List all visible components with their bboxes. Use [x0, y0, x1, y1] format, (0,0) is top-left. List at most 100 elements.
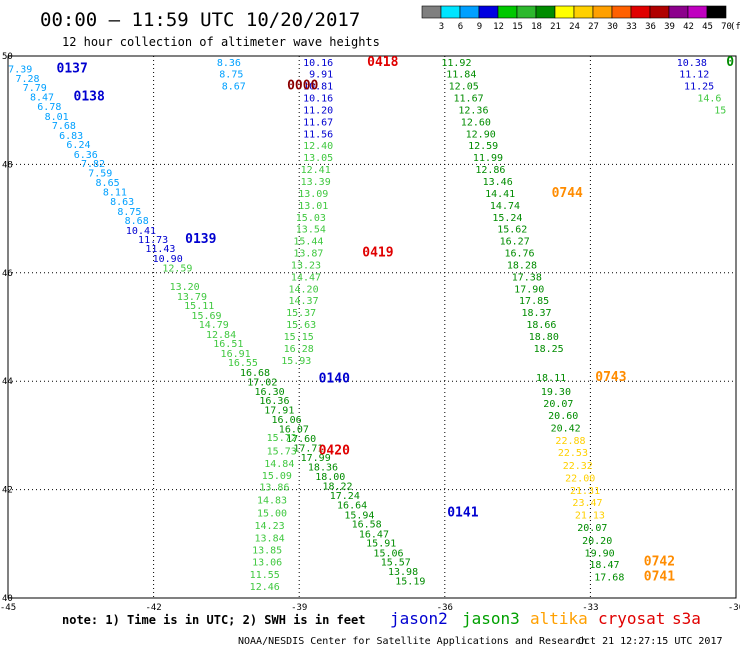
- data-label: 13.23: [291, 260, 321, 271]
- data-label: 7.39: [8, 64, 32, 75]
- colorbar-swatch: [497, 5, 518, 19]
- data-label: 15.11: [184, 301, 214, 312]
- data-label: 7.28: [15, 74, 39, 85]
- colorbar-label: 9: [477, 22, 482, 32]
- data-label: 15.72: [267, 433, 297, 444]
- data-label: 14.74: [490, 201, 520, 212]
- data-label: 15.03: [296, 213, 326, 224]
- data-label: 15.09: [262, 471, 292, 482]
- data-label: 12.05: [449, 82, 479, 93]
- data-label: 15.44: [293, 237, 323, 248]
- data-label: 11.67: [303, 117, 333, 128]
- y-tick-label: 42: [2, 486, 13, 496]
- mission-altika: altika: [530, 609, 588, 628]
- data-label: 22.53: [558, 448, 588, 459]
- colorbar-swatch: [611, 5, 632, 19]
- pass-labels: 0137 0138 0139 0000 0418 0419 0140 0420 0141 0744…: [57, 55, 735, 585]
- data-label: 16.27: [500, 237, 530, 248]
- data-label: 8.75: [219, 70, 243, 81]
- pass-label: 0418: [367, 55, 398, 70]
- data-label: 16.30: [255, 387, 285, 398]
- data-label: 17.02: [247, 378, 277, 389]
- data-label: 17.90: [514, 284, 544, 295]
- data-label: 22.32: [563, 461, 593, 472]
- data-label: 10.41: [126, 226, 156, 237]
- colorbar-swatch: [421, 5, 442, 19]
- mission-jason3: jason3: [462, 609, 520, 628]
- data-label: 11.25: [684, 82, 714, 93]
- colorbar-swatch: [592, 5, 613, 19]
- colorbar-label: 33: [626, 22, 637, 32]
- pass-label: 0742: [644, 554, 675, 569]
- data-label: 15.93: [281, 356, 311, 367]
- data-label: 12.86: [475, 165, 505, 176]
- note-text: note: 1) Time is in UTC; 2) SWH is in fe…: [62, 613, 365, 627]
- colorbar-label: 12: [493, 22, 504, 32]
- data-label: 17.99: [301, 453, 331, 464]
- data-label: 14.84: [264, 459, 294, 470]
- colorbar-swatch: [516, 5, 537, 19]
- data-label: 17.68: [594, 573, 624, 584]
- data-label: 14.37: [289, 296, 319, 307]
- pass-label: 0137: [57, 61, 88, 76]
- data-label: 16.91: [221, 349, 251, 360]
- data-label: 15.06: [373, 548, 403, 559]
- x-tick-label: -45: [0, 603, 16, 613]
- pass-label: 0741: [644, 570, 675, 585]
- data-label: 14.20: [289, 284, 319, 295]
- colorbar-swatch: [459, 5, 480, 19]
- colorbar-swatch: [687, 5, 708, 19]
- data-label: 17.85: [519, 296, 549, 307]
- colorbar-label: 18: [531, 22, 542, 32]
- data-label: 13.87: [293, 249, 323, 260]
- colorbar-swatch: [668, 5, 689, 19]
- data-label: 8.63: [110, 197, 134, 208]
- grid: [8, 56, 736, 598]
- data-label: 21.31: [570, 486, 600, 497]
- pass-label: 0140: [319, 371, 350, 386]
- mission-jason2: jason2: [390, 609, 448, 628]
- data-label: 11.56: [303, 129, 333, 140]
- data-label: 7.68: [52, 121, 76, 132]
- data-label: 12.46: [250, 582, 280, 593]
- colorbar-label: 39: [664, 22, 675, 32]
- data-label: 11.73: [138, 235, 168, 246]
- data-label: 11.12: [679, 70, 709, 81]
- data-label: 22.00: [565, 473, 595, 484]
- x-tick-label: -36: [437, 603, 453, 613]
- colorbar-swatch: [440, 5, 461, 19]
- data-label: 16.51: [213, 339, 243, 350]
- data-label: 14.23: [255, 521, 285, 532]
- data-label: 15.69: [191, 311, 221, 322]
- data-label: 6.78: [37, 102, 61, 113]
- data-label: 17.38: [512, 272, 542, 283]
- data-label: 13.54: [296, 225, 326, 236]
- colorbar-label: 21: [550, 22, 561, 32]
- data-label: 12.40: [303, 141, 333, 152]
- data-label: 13.79: [177, 292, 207, 303]
- data-label: 8.75: [117, 207, 141, 218]
- mission-s3a: s3a: [672, 609, 701, 628]
- colorbar-label: 15: [512, 22, 523, 32]
- data-label: 11.67: [454, 94, 484, 105]
- data-label: 13.06: [252, 557, 282, 568]
- data-label: 16.06: [272, 415, 302, 426]
- colorbar-label: 27: [588, 22, 599, 32]
- colorbar-swatch: [554, 5, 575, 19]
- data-label: 20.42: [551, 424, 581, 435]
- data-label: 9.91: [309, 70, 333, 81]
- data-label: 18.25: [534, 344, 564, 355]
- data-label: 16.55: [228, 358, 258, 369]
- colorbar-label: 42: [683, 22, 694, 32]
- data-label: 15.19: [395, 576, 425, 587]
- data-label: 18.11: [536, 373, 566, 384]
- data-label: 15.15: [284, 332, 314, 343]
- colorbar-swatch: [478, 5, 499, 19]
- data-label: 10.38: [677, 58, 707, 69]
- data-label: 11.99: [473, 153, 503, 164]
- data-label: 6.36: [74, 150, 98, 161]
- colorbar-unit: (ft): [730, 22, 740, 32]
- colorbar-label: 70: [721, 22, 732, 32]
- data-label: 11.55: [250, 570, 280, 581]
